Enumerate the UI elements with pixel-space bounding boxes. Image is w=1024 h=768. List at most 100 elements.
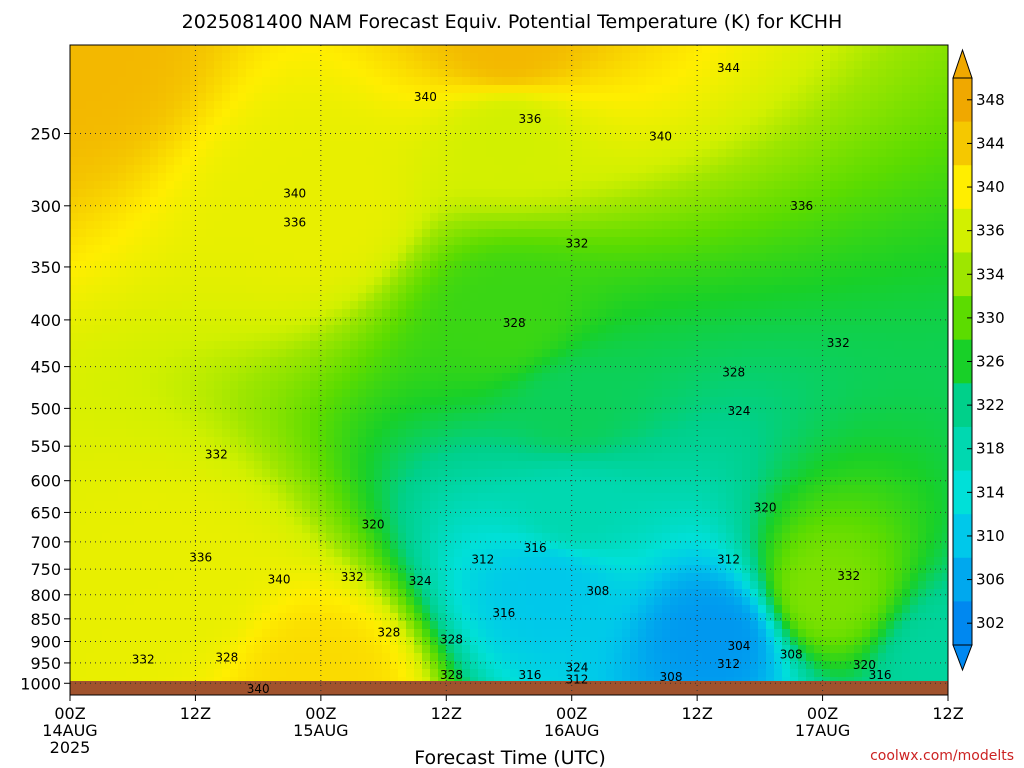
field-cell	[126, 253, 135, 262]
field-cell	[358, 629, 367, 638]
field-cell	[286, 293, 295, 302]
field-cell	[294, 301, 303, 310]
field-cell	[134, 157, 143, 166]
field-cell	[158, 381, 167, 390]
field-cell	[454, 533, 463, 542]
field-cell	[526, 301, 535, 310]
field-cell	[406, 573, 415, 582]
field-cell	[454, 629, 463, 638]
field-cell	[94, 277, 103, 286]
field-cell	[398, 229, 407, 238]
field-cell	[454, 117, 463, 126]
field-cell	[350, 621, 359, 630]
field-cell	[294, 493, 303, 502]
field-cell	[414, 453, 423, 462]
field-cell	[526, 509, 535, 518]
field-cell	[166, 613, 175, 622]
field-cell	[110, 373, 119, 382]
field-cell	[150, 429, 159, 438]
field-cell	[70, 653, 79, 662]
field-cell	[246, 605, 255, 614]
field-cell	[246, 165, 255, 174]
field-cell	[310, 309, 319, 318]
field-cell	[406, 485, 415, 494]
field-cell	[414, 213, 423, 222]
field-cell	[238, 229, 247, 238]
field-cell	[414, 565, 423, 574]
field-cell	[110, 53, 119, 62]
field-cell	[510, 149, 519, 158]
field-cell	[110, 277, 119, 286]
field-cell	[326, 461, 335, 470]
field-cell	[494, 125, 503, 134]
field-cell	[502, 509, 511, 518]
field-cell	[446, 477, 455, 486]
field-cell	[278, 261, 287, 270]
field-cell	[134, 637, 143, 646]
field-cell	[102, 349, 111, 358]
field-cell	[126, 509, 135, 518]
field-cell	[326, 573, 335, 582]
field-cell	[366, 45, 375, 54]
field-cell	[438, 165, 447, 174]
field-cell	[94, 181, 103, 190]
field-cell	[542, 309, 551, 318]
field-cell	[326, 285, 335, 294]
field-cell	[310, 237, 319, 246]
field-cell	[422, 117, 431, 126]
field-cell	[150, 349, 159, 358]
field-cell	[70, 605, 79, 614]
field-cell	[438, 437, 447, 446]
field-cell	[214, 285, 223, 294]
field-cell	[462, 149, 471, 158]
field-cell	[158, 517, 167, 526]
field-cell	[550, 581, 559, 590]
field-cell	[454, 485, 463, 494]
field-cell	[358, 269, 367, 278]
field-cell	[174, 277, 183, 286]
field-cell	[102, 141, 111, 150]
field-cell	[246, 221, 255, 230]
field-cell	[326, 181, 335, 190]
field-cell	[238, 389, 247, 398]
field-cell	[454, 453, 463, 462]
field-cell	[422, 653, 431, 662]
field-cell	[454, 573, 463, 582]
field-cell	[382, 189, 391, 198]
field-cell	[510, 277, 519, 286]
field-cell	[294, 285, 303, 294]
field-cell	[542, 381, 551, 390]
field-cell	[102, 405, 111, 414]
field-cell	[278, 477, 287, 486]
field-cell	[182, 365, 191, 374]
field-cell	[310, 301, 319, 310]
field-cell	[470, 53, 479, 62]
field-cell	[214, 125, 223, 134]
field-cell	[262, 85, 271, 94]
field-cell	[166, 301, 175, 310]
field-cell	[206, 85, 215, 94]
field-cell	[478, 245, 487, 254]
field-cell	[102, 93, 111, 102]
field-cell	[358, 181, 367, 190]
field-cell	[118, 133, 127, 142]
field-cell	[166, 469, 175, 478]
field-cell	[270, 517, 279, 526]
field-cell	[70, 165, 79, 174]
field-cell	[518, 589, 527, 598]
field-cell	[534, 453, 543, 462]
field-cell	[470, 93, 479, 102]
field-cell	[390, 45, 399, 54]
field-cell	[462, 205, 471, 214]
field-cell	[374, 45, 383, 54]
field-cell	[398, 197, 407, 206]
field-cell	[462, 301, 471, 310]
field-cell	[334, 61, 343, 70]
field-cell	[214, 341, 223, 350]
field-cell	[494, 445, 503, 454]
field-cell	[406, 213, 415, 222]
field-cell	[446, 357, 455, 366]
field-cell	[438, 413, 447, 422]
field-cell	[198, 549, 207, 558]
field-cell	[438, 397, 447, 406]
